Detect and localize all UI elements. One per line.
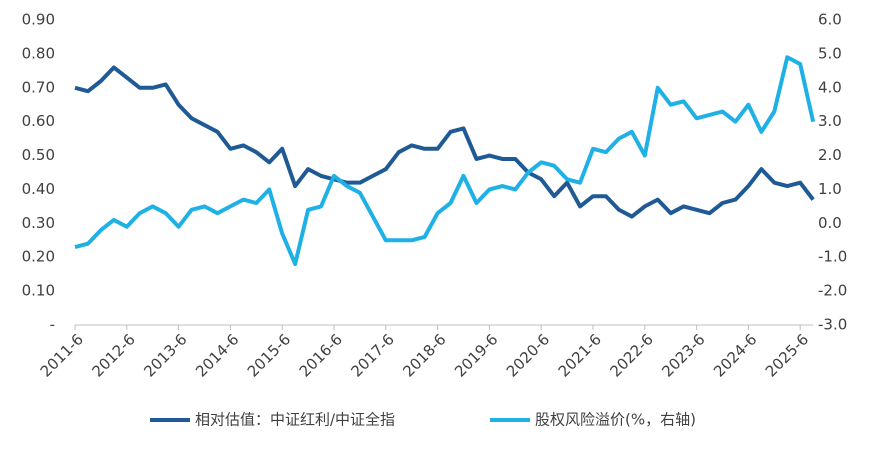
x-tick-label: 2020-6 [503, 330, 553, 380]
y-tick-label: 0.60 [22, 112, 55, 130]
y2-tick-label: -1.0 [818, 248, 847, 266]
y2-tick-label: 6.0 [818, 11, 842, 29]
y-tick-label: 0.40 [22, 180, 55, 198]
x-tick-label: 2012-6 [89, 330, 139, 380]
y-tick-label: 0.50 [22, 146, 55, 164]
x-tick-label: 2011-6 [37, 330, 87, 380]
x-tick-label: 2014-6 [192, 330, 242, 380]
y2-tick-label: -2.0 [818, 282, 847, 300]
x-tick-label: 2018-6 [399, 330, 449, 380]
y-tick-label: 0.90 [22, 11, 55, 29]
x-tick-label: 2019-6 [451, 330, 501, 380]
x-tick-label: 2013-6 [140, 330, 190, 380]
y-tick-label: 0.20 [22, 248, 55, 266]
x-tick-label: 2023-6 [658, 330, 708, 380]
y2-tick-label: 5.0 [818, 44, 842, 62]
y2-tick-label: 2.0 [818, 146, 842, 164]
y-tick-label: 0.10 [22, 282, 55, 300]
legend-label: 股权风险溢价(%，右轴) [535, 411, 696, 429]
x-tick-label: 2022-6 [607, 330, 657, 380]
y2-tick-label: 4.0 [818, 78, 842, 96]
line-series [74, 55, 816, 266]
y2-tick-label: 1.0 [818, 180, 842, 198]
x-tick-label: 2024-6 [710, 330, 760, 380]
y2-tick-label: 3.0 [818, 112, 842, 130]
y-tick-label: 0.30 [22, 214, 55, 232]
line-series [74, 65, 815, 219]
y-tick-label: - [50, 316, 55, 334]
x-tick-label: 2021-6 [555, 330, 605, 380]
y2-tick-label: 0.0 [818, 214, 842, 232]
y-tick-label: 0.70 [22, 78, 55, 96]
legend-label: 相对估值：中证红利/中证全指 [195, 411, 395, 429]
y2-tick-label: -3.0 [818, 316, 847, 334]
x-tick-label: 2017-6 [348, 330, 398, 380]
y-tick-label: 0.80 [22, 44, 55, 62]
x-tick-label: 2025-6 [762, 330, 812, 380]
x-tick-label: 2015-6 [244, 330, 294, 380]
x-tick-label: 2016-6 [296, 330, 346, 380]
